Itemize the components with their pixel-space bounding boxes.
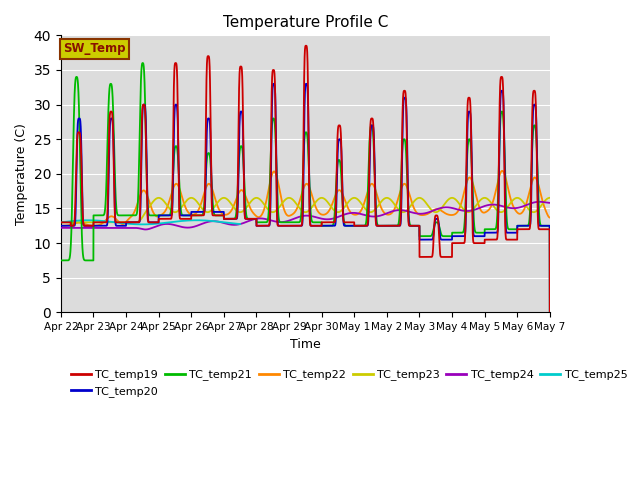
Y-axis label: Temperature (C): Temperature (C) — [15, 123, 28, 225]
Text: SW_Temp: SW_Temp — [63, 42, 126, 55]
X-axis label: Time: Time — [290, 337, 321, 350]
Title: Temperature Profile C: Temperature Profile C — [223, 15, 388, 30]
Legend: TC_temp19, TC_temp20, TC_temp21, TC_temp22, TC_temp23, TC_temp24, TC_temp25: TC_temp19, TC_temp20, TC_temp21, TC_temp… — [67, 365, 632, 401]
